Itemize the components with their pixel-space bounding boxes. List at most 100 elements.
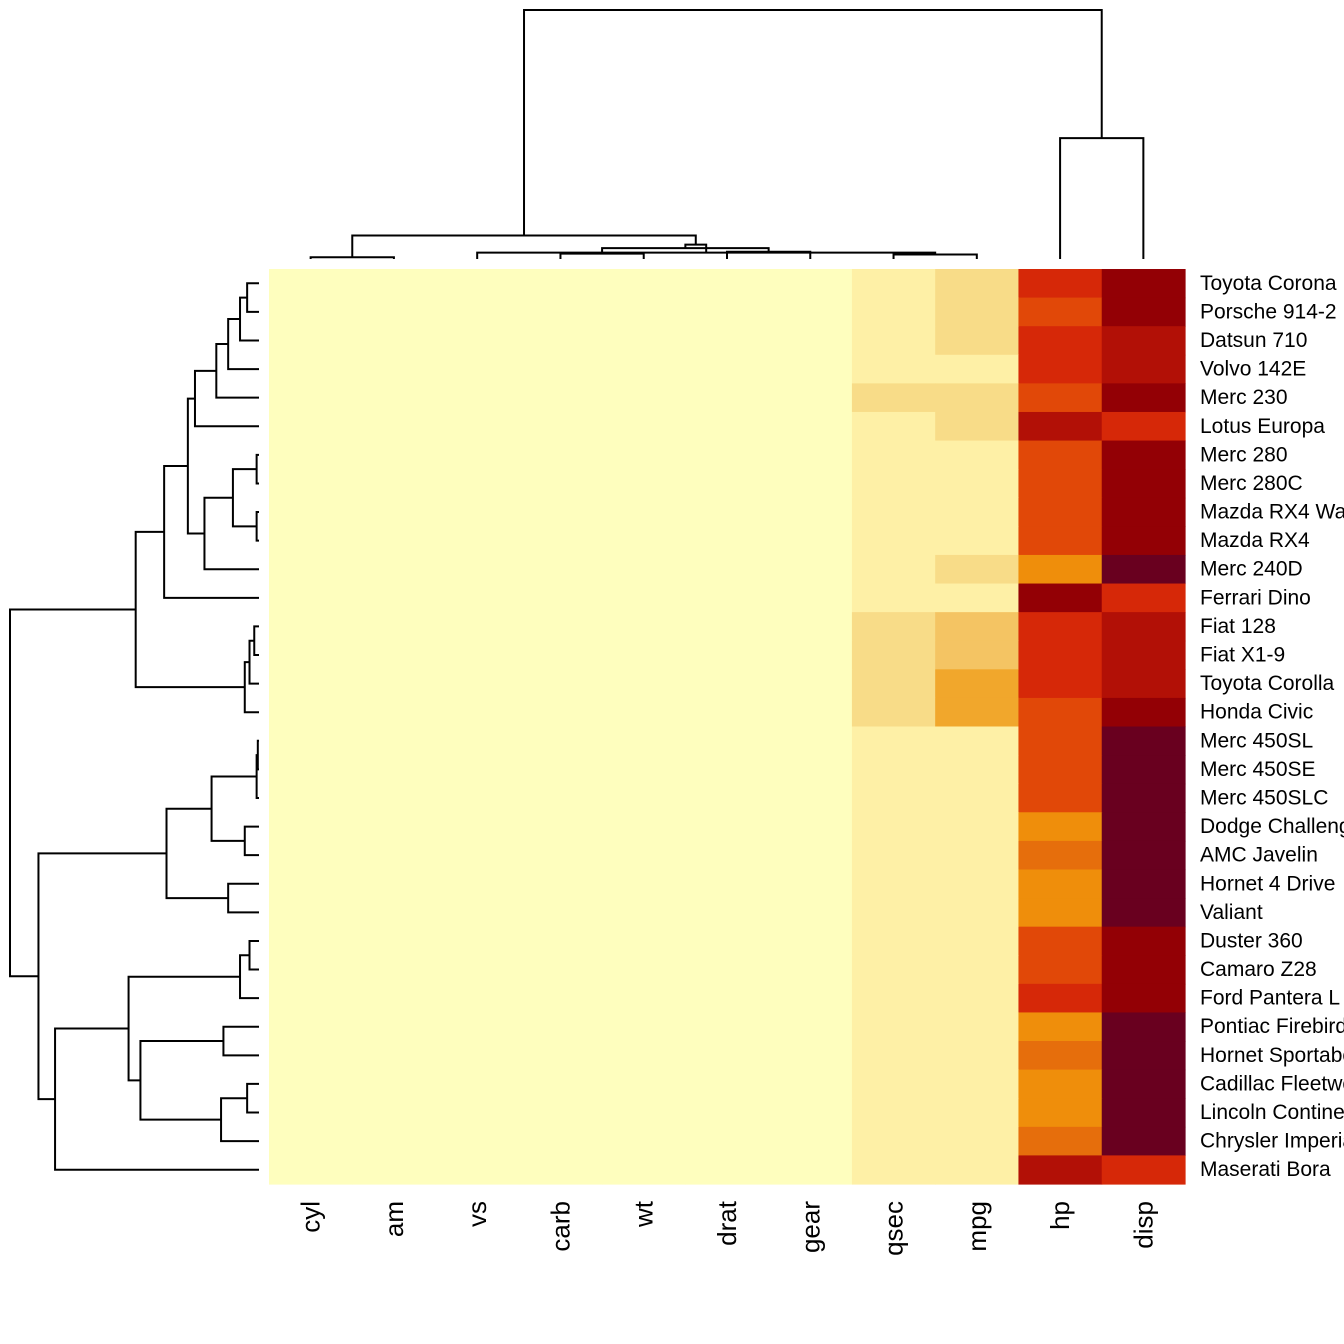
heatmap-cell-merc-450se-vs	[435, 755, 520, 785]
heatmap-cell-merc-450se-qsec	[851, 755, 936, 785]
heatmap-cell-hornet-sportabout-drat	[685, 1041, 770, 1071]
heatmap-cell-merc-450slc-am	[352, 783, 437, 813]
heatmap-cell-mazda-rx4-wag-qsec	[851, 497, 936, 527]
heatmap-cell-merc-230-disp	[1101, 383, 1186, 413]
heatmap-cell-merc-450slc-qsec	[851, 783, 936, 813]
heatmap-cell-hornet-sportabout-cyl	[269, 1041, 353, 1071]
heatmap-cell-merc-240d-disp	[1101, 554, 1186, 585]
heatmap-cell-amc-javelin-hp	[1018, 840, 1103, 871]
heatmap-cell-toyota-corolla-qsec	[851, 669, 936, 699]
column-dendrogram-branch	[523, 9, 1103, 236]
row-label-merc-280: Merc 280	[1200, 443, 1288, 466]
heatmap-cell-ford-pantera-l-cyl	[269, 983, 353, 1014]
heatmap-cell-lotus-europa-am	[352, 411, 437, 442]
heatmap-cell-toyota-corolla-cyl	[269, 669, 353, 699]
heatmap-cell-volvo-142e-qsec	[851, 354, 936, 384]
row-label-maserati-bora: Maserati Bora	[1200, 1158, 1331, 1181]
heatmap-cell-dodge-challenger-cyl	[269, 812, 353, 842]
heatmap-cell-lincoln-continental-cyl	[269, 1098, 353, 1128]
heatmap-cell-fiat-x1-9-gear	[768, 640, 853, 670]
heatmap-cell-ferrari-dino-gear	[768, 583, 853, 613]
heatmap-cell-cadillac-fleetwood-qsec	[851, 1069, 936, 1099]
heatmap-cell-valiant-mpg	[935, 898, 1020, 928]
heatmap-cell-amc-javelin-carb	[518, 840, 603, 871]
heatmap-cell-valiant-disp	[1101, 898, 1186, 928]
heatmap-cell-valiant-cyl	[269, 898, 353, 928]
heatmap-cell-merc-230-vs	[435, 383, 520, 413]
heatmap-cell-porsche-914-2-disp	[1101, 297, 1186, 327]
heatmap-cell-pontiac-firebird-disp	[1101, 1012, 1186, 1042]
heatmap-cell-ford-pantera-l-mpg	[935, 983, 1020, 1014]
heatmap-cell-camaro-z28-carb	[518, 955, 603, 985]
heatmap-cell-chrysler-imperial-vs	[435, 1126, 520, 1156]
heatmap-cell-amc-javelin-qsec	[851, 840, 936, 871]
row-dendrogram-branch	[215, 343, 259, 399]
heatmap-cell-datsun-710-carb	[518, 326, 603, 356]
heatmap-cell-fiat-x1-9-carb	[518, 640, 603, 670]
row-label-merc-450se: Merc 450SE	[1200, 758, 1316, 781]
row-dendrogram-branch	[255, 511, 259, 542]
heatmap-cell-merc-280-vs	[435, 440, 520, 470]
heatmap-cell-hornet-4-drive-qsec	[851, 869, 936, 899]
heatmap-cell-merc-450sl-qsec	[851, 726, 936, 756]
heatmap-cell-maserati-bora-carb	[518, 1155, 603, 1185]
heatmap-cell-ferrari-dino-disp	[1101, 583, 1186, 613]
column-labels: cyl am vs carb wt drat gear qsec mpg hp disp	[296, 1200, 1159, 1256]
heatmap-cell-merc-450sl-gear	[768, 726, 853, 756]
heatmap-cell-merc-450se-drat	[685, 755, 770, 785]
heatmap-cell-merc-280-qsec	[851, 440, 936, 470]
heatmap-cell-toyota-corona-gear	[768, 269, 853, 299]
heatmap-cell-fiat-128-vs	[435, 612, 520, 642]
column-label-drat: drat	[712, 1200, 742, 1246]
heatmap-cell-porsche-914-2-wt	[602, 297, 686, 327]
heatmap-cell-fiat-128-wt	[602, 612, 686, 642]
heatmap-cell-cadillac-fleetwood-vs	[435, 1069, 520, 1099]
heatmap-cell-merc-230-carb	[518, 383, 603, 413]
heatmap-cell-mazda-rx4-vs	[435, 526, 520, 556]
heatmap-cell-cadillac-fleetwood-drat	[685, 1069, 770, 1099]
heatmap-cell-valiant-gear	[768, 898, 853, 928]
heatmap-cell-cadillac-fleetwood-mpg	[935, 1069, 1020, 1099]
heatmap-cell-merc-280-carb	[518, 440, 603, 470]
heatmap-cell-chrysler-imperial-hp	[1018, 1126, 1103, 1156]
heatmap-cell-valiant-vs	[435, 898, 520, 928]
heatmap-cell-pontiac-firebird-vs	[435, 1012, 520, 1042]
column-label-vs: vs	[462, 1201, 492, 1227]
heatmap-cell-honda-civic-cyl	[269, 697, 353, 728]
heatmap-cell-lotus-europa-carb	[518, 411, 603, 442]
heatmap-cell-camaro-z28-gear	[768, 955, 853, 985]
heatmap-cell-merc-240d-am	[352, 554, 437, 585]
heatmap-cell-datsun-710-am	[352, 326, 437, 356]
heatmap-cell-mazda-rx4-wag-disp	[1101, 497, 1186, 527]
heatmap-cell-camaro-z28-disp	[1101, 955, 1186, 985]
heatmap-cell-valiant-am	[352, 898, 437, 928]
heatmap-cell-porsche-914-2-mpg	[935, 297, 1020, 327]
heatmap-cell-honda-civic-gear	[768, 697, 853, 728]
heatmap-cell-merc-280c-gear	[768, 469, 853, 499]
column-label-cyl: cyl	[296, 1201, 326, 1233]
row-label-volvo-142e: Volvo 142E	[1200, 358, 1306, 381]
column-dendrogram-branch	[601, 247, 770, 254]
heatmap-cell-mazda-rx4-hp	[1018, 526, 1103, 556]
heatmap-cell-mazda-rx4-cyl	[269, 526, 353, 556]
row-label-fiat-x1-9: Fiat X1-9	[1200, 644, 1285, 667]
heatmap-cell-amc-javelin-drat	[685, 840, 770, 871]
row-dendrogram-branch	[227, 318, 259, 371]
column-dendrogram-branch	[726, 250, 812, 259]
heatmap-cell-dodge-challenger-disp	[1101, 812, 1186, 842]
heatmap-cell-hornet-sportabout-qsec	[851, 1041, 936, 1071]
heatmap-cell-ferrari-dino-carb	[518, 583, 603, 613]
row-label-ford-pantera-l: Ford Pantera L	[1200, 987, 1340, 1010]
heatmap-cell-duster-360-vs	[435, 926, 520, 956]
heatmap-cell-fiat-128-mpg	[935, 612, 1020, 642]
heatmap-cell-amc-javelin-cyl	[269, 840, 353, 871]
heatmap-cell-chrysler-imperial-qsec	[851, 1126, 936, 1156]
heatmap-cell-ford-pantera-l-vs	[435, 983, 520, 1014]
heatmap-cell-merc-450se-mpg	[935, 755, 1020, 785]
heatmap-cell-maserati-bora-am	[352, 1155, 437, 1185]
heatmap-cell-merc-230-am	[352, 383, 437, 413]
heatmap-cell-merc-240d-qsec	[851, 554, 936, 585]
heatmap-cell-lincoln-continental-drat	[685, 1098, 770, 1128]
heatmap-cell-mazda-rx4-wag-am	[352, 497, 437, 527]
heatmap-cell-mazda-rx4-wag-carb	[518, 497, 603, 527]
